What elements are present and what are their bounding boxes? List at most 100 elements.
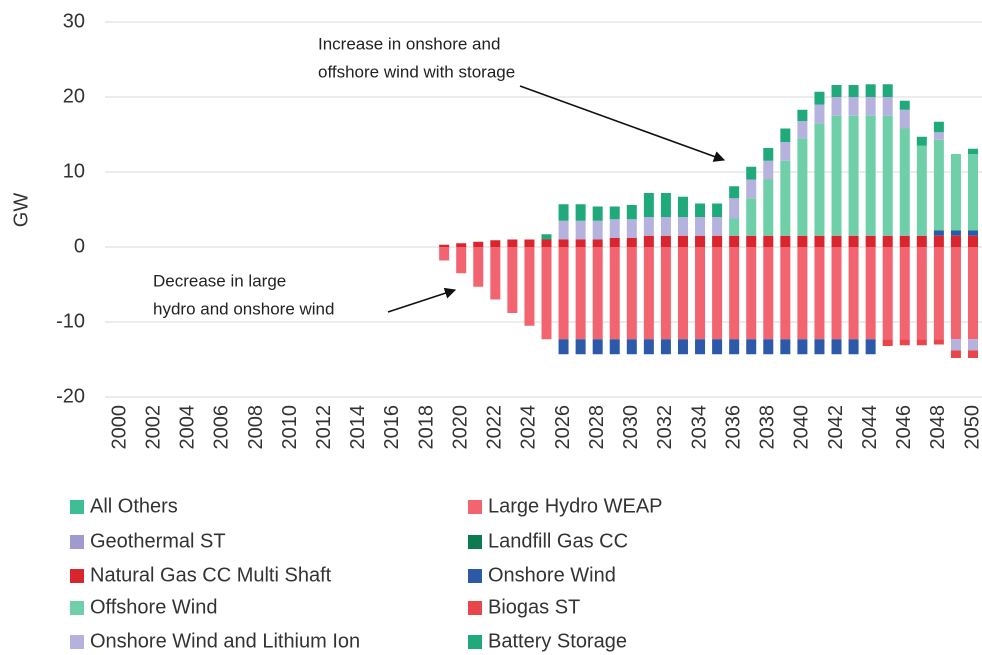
bar-segment (899, 109, 910, 129)
bar-segment (797, 247, 808, 340)
bar-segment (712, 339, 723, 355)
bar-segment (746, 247, 757, 340)
bar-segment (763, 148, 774, 161)
bar-segment (609, 219, 620, 238)
bar-segment (456, 243, 467, 247)
x-tick-label: 2038 (757, 405, 779, 450)
x-tick-label: 2004 (177, 405, 199, 450)
legend-label: Offshore Wind (90, 596, 217, 618)
bar-segment (541, 234, 552, 240)
bar-segment (899, 247, 910, 340)
bar-segment (780, 160, 791, 236)
bar-segment (865, 339, 876, 355)
bar-segment (575, 204, 586, 221)
bar-segment (950, 235, 961, 247)
bar-segment (729, 247, 740, 340)
legend-swatch (468, 535, 482, 549)
bar-segment (797, 109, 808, 121)
bar-segment (848, 115, 859, 236)
y-tick-label: -10 (56, 310, 85, 332)
bar-segment (814, 104, 825, 124)
bar-segment (643, 217, 654, 236)
x-tick-label: 2026 (552, 405, 574, 450)
bar-segment (660, 339, 671, 355)
legend-swatch (468, 635, 482, 649)
bar-segment (933, 235, 944, 247)
x-tick-label: 2050 (961, 405, 982, 450)
bar-segment (831, 247, 842, 340)
bar-segment (814, 123, 825, 236)
bar-segment (643, 235, 654, 247)
bar-segment (763, 247, 774, 340)
bar-segment (797, 138, 808, 236)
bar-segment (848, 235, 859, 247)
bar-segment (950, 154, 961, 231)
bar-segment (643, 247, 654, 340)
bar-segment (660, 217, 671, 236)
bar-segment (899, 128, 910, 236)
legend-label: Geothermal ST (90, 530, 226, 552)
bar-segment (626, 339, 637, 355)
legend-label: Onshore Wind and Lithium Ion (90, 630, 360, 652)
bar-segment (780, 128, 791, 142)
bar-segment (609, 238, 620, 247)
x-tick-label: 2010 (279, 405, 301, 450)
x-tick-label: 2000 (108, 405, 130, 450)
bar-segment (763, 179, 774, 236)
bar-segment (558, 247, 569, 340)
annotation-arrow (387, 287, 457, 313)
bar-segment (916, 136, 927, 146)
bar-segment (865, 97, 876, 116)
bar-segment (746, 198, 757, 236)
bar-segment (916, 145, 927, 236)
bar-segment (729, 339, 740, 355)
bar-segment (865, 247, 876, 340)
bar-segment (916, 235, 927, 247)
bar-segment (677, 339, 688, 355)
bar-segment (763, 160, 774, 180)
annotation: Increase in onshore and (318, 34, 500, 53)
bar-segment (575, 247, 586, 340)
bar-segment (541, 239, 552, 247)
bar-segment (797, 235, 808, 247)
bar-segment (439, 247, 450, 261)
x-tick-label: 2044 (859, 405, 881, 450)
bar-segment (933, 247, 944, 340)
annotation: offshore wind with storage (318, 62, 515, 81)
bar-segment (677, 196, 688, 217)
bar-segment (507, 239, 518, 247)
bar-segment (490, 247, 501, 300)
bar-segment (473, 247, 484, 287)
bar-segment (882, 247, 893, 340)
bar-segment (882, 339, 893, 346)
bar-segment (558, 339, 569, 355)
x-tick-label: 2012 (313, 405, 335, 450)
bar-segment (626, 247, 637, 340)
x-tick-label: 2042 (825, 405, 847, 450)
bar-segment (882, 84, 893, 97)
bar-segment (882, 97, 893, 116)
bar-segment (660, 235, 671, 247)
bar-segment (848, 85, 859, 97)
bar-segment (592, 220, 603, 240)
bar-segment (712, 203, 723, 217)
bar-segment (695, 235, 706, 247)
bar-segment (575, 220, 586, 240)
legend-swatch (70, 601, 84, 615)
annotation-arrow (519, 85, 726, 162)
annotation: Decrease in large (153, 271, 286, 290)
bar-segment (746, 179, 757, 199)
bar-segment (865, 84, 876, 97)
bar-segment (746, 166, 757, 180)
bar-segment (780, 247, 791, 340)
bar-segment (865, 115, 876, 236)
bar-segment (950, 230, 961, 236)
bar-segment (882, 235, 893, 247)
bar-segment (695, 247, 706, 340)
x-tick-label: 2048 (927, 405, 949, 450)
bar-segment (968, 235, 978, 247)
bar-segment (882, 115, 893, 236)
bar-segment (695, 217, 706, 236)
bar-segment (643, 339, 654, 355)
